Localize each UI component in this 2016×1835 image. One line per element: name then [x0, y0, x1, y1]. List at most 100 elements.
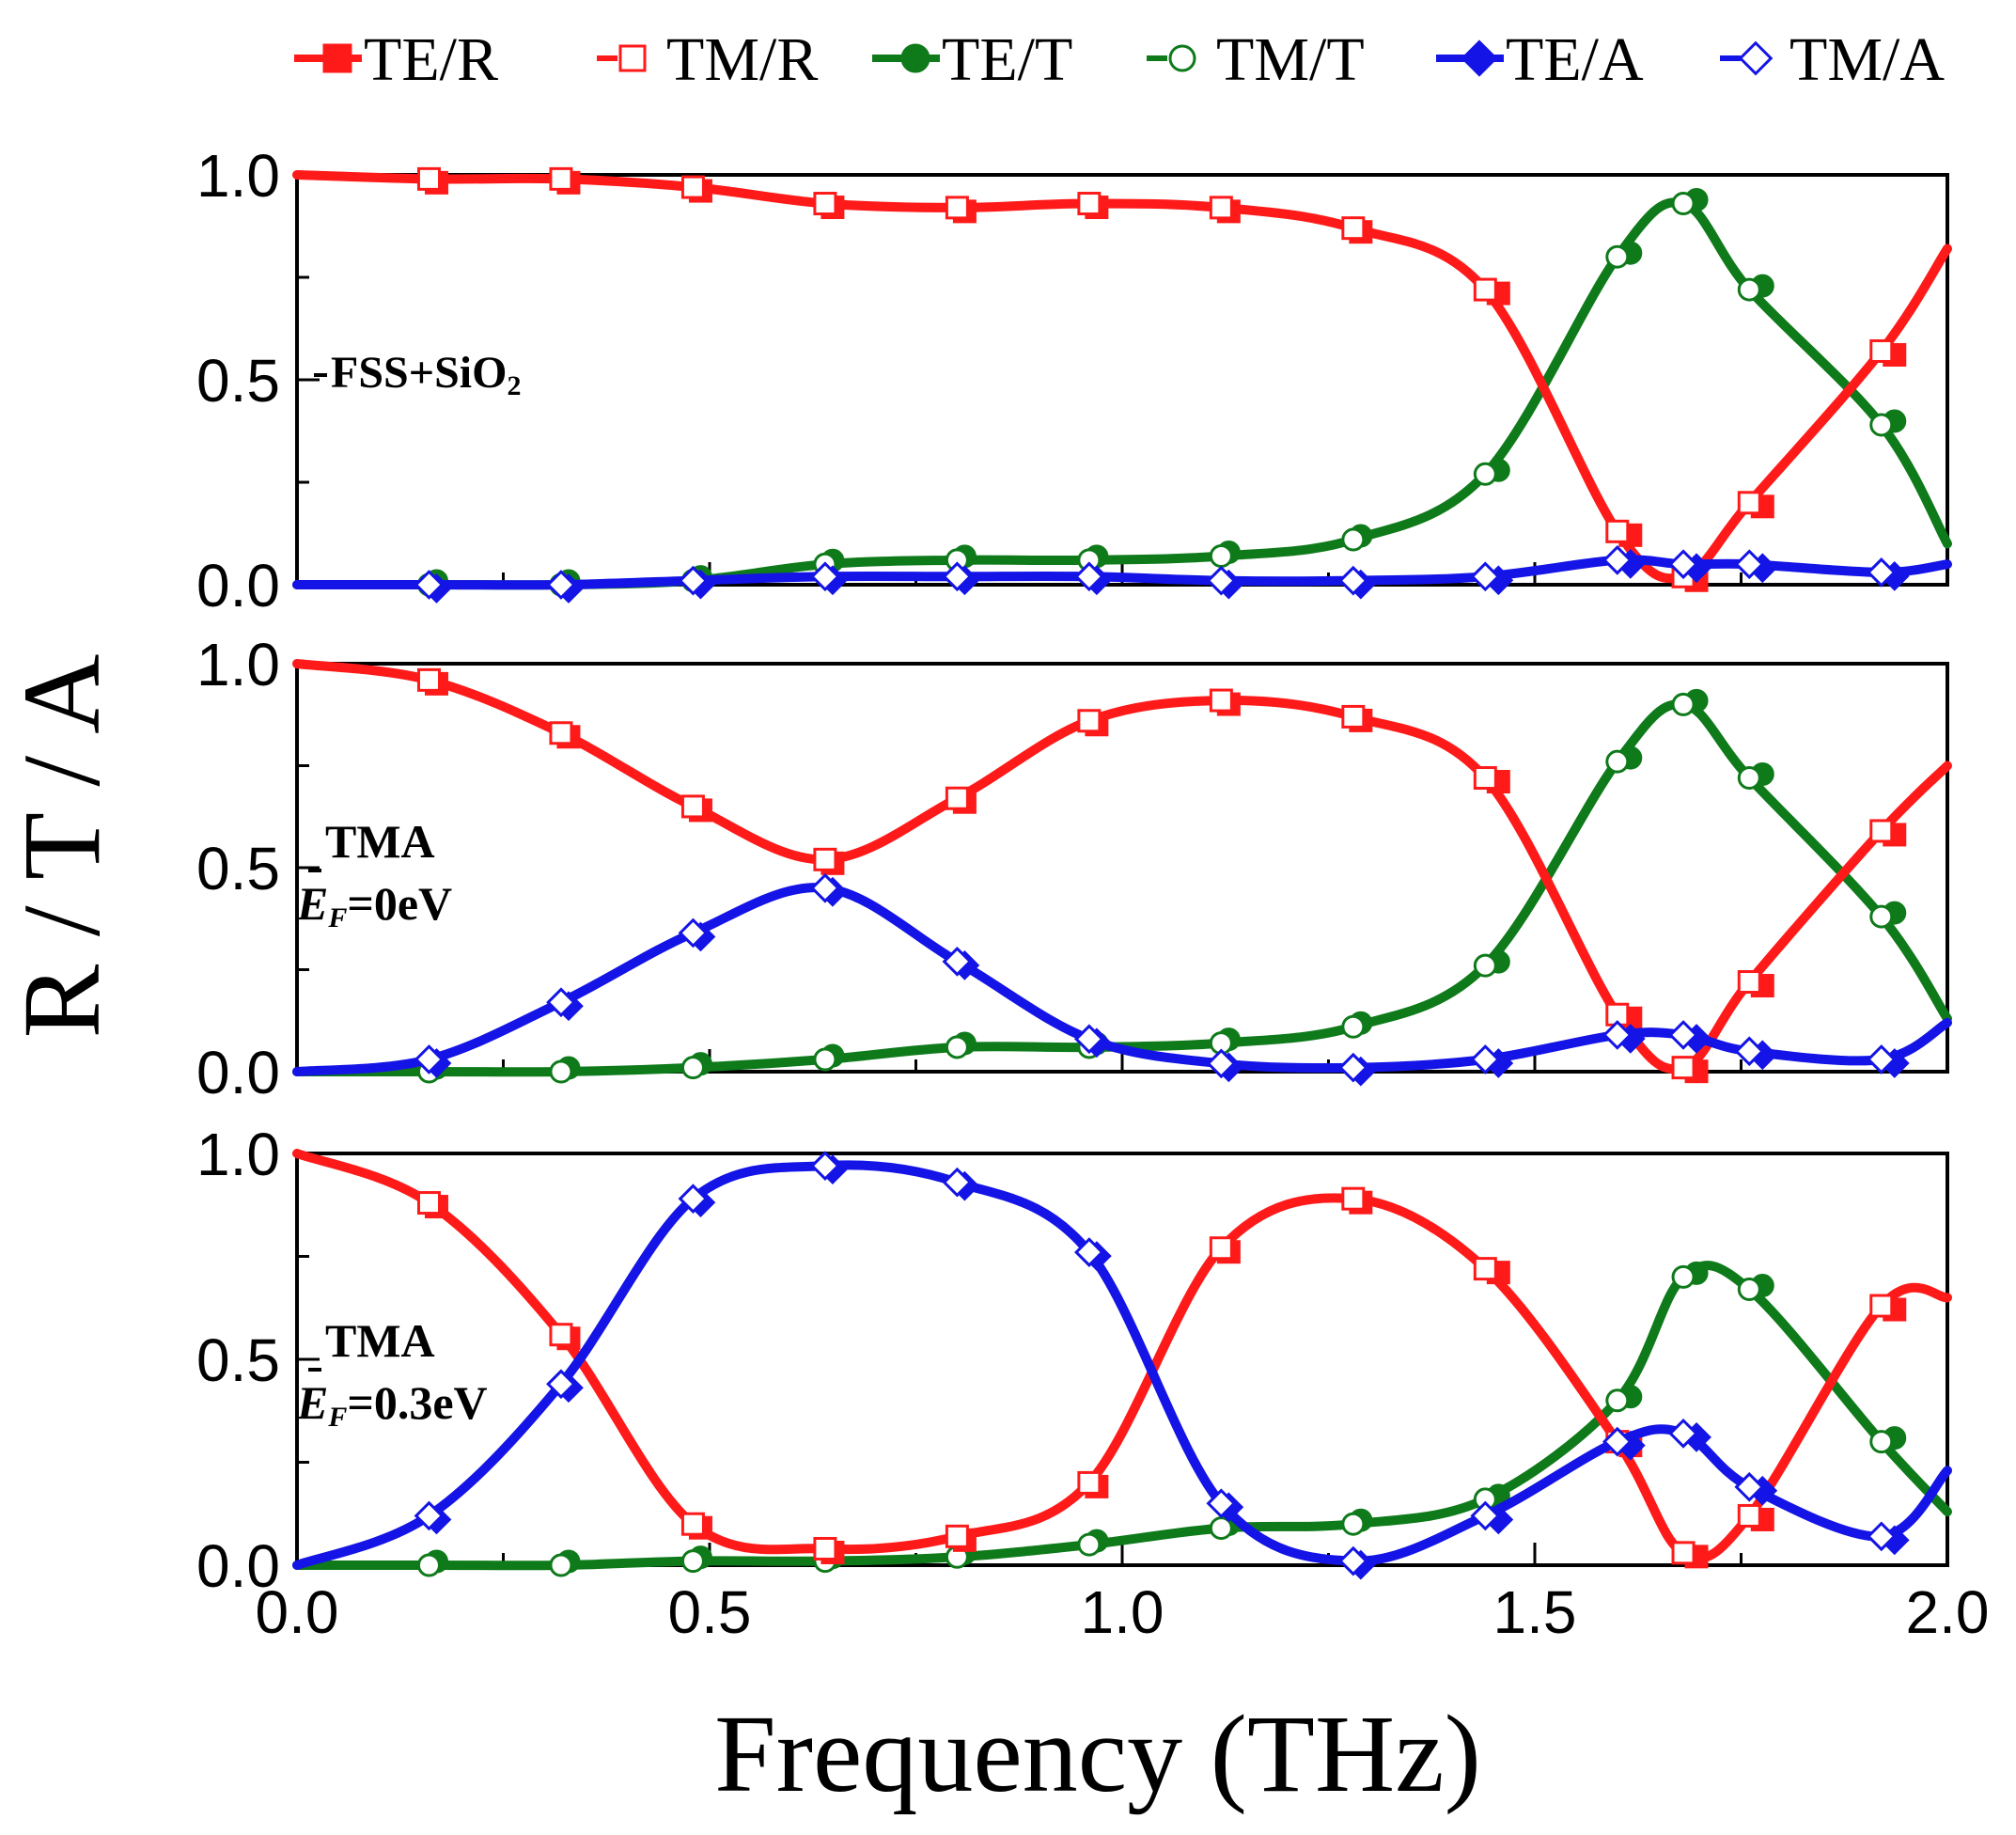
legend-label: TE/A: [1506, 25, 1644, 94]
series-t-curve: [292, 699, 1952, 1077]
tm-r-marker: [945, 786, 969, 810]
tm-r-marker: [416, 166, 441, 191]
x-axis-title: Frequency (THz): [714, 1692, 1481, 1815]
tm-t-marker: [1077, 1532, 1102, 1557]
tm-t-marker: [549, 1059, 573, 1084]
legend-item-te-t: TE/T: [872, 25, 1072, 94]
tm-r-marker: [945, 1524, 969, 1548]
tm-a-marker: [678, 1184, 709, 1215]
legend-label: TM/T: [1216, 25, 1365, 94]
tm-a-marker: [1074, 561, 1104, 592]
tm-a-marker: [1337, 565, 1368, 596]
y-tick-label: 0.5: [196, 347, 280, 415]
tm-a-marker: [414, 1500, 445, 1531]
series-r-curve: [292, 1149, 1952, 1563]
tm-t-marker: [1209, 543, 1233, 568]
tm-t-marker: [1341, 527, 1366, 552]
tm-t-marker: [1869, 413, 1894, 437]
panels: 0.00.51.0FSS+SiO20.00.51.0TMAEF=0eV0.00.…: [196, 142, 1989, 1646]
x-tick-label: 1.5: [1493, 1578, 1577, 1646]
plot-frame: [295, 1152, 1949, 1567]
tm-r-marker: [1341, 1186, 1366, 1211]
tm-r-marker: [1671, 1541, 1696, 1565]
tm-t-marker: [680, 1549, 705, 1574]
legend-marker: [1168, 44, 1196, 72]
series-t-curve: [292, 197, 1952, 590]
legend-item-te-r: TE/R: [294, 25, 498, 94]
tm-t-marker: [813, 1047, 837, 1072]
tm-r-marker: [1077, 192, 1102, 216]
tm-a-marker: [1470, 1044, 1501, 1074]
tm-a-marker: [1074, 1024, 1104, 1055]
legend-label: TE/T: [942, 25, 1072, 94]
legend-marker: [618, 44, 647, 72]
tm-a-marker: [1866, 1521, 1897, 1552]
tm-r-marker: [1077, 1470, 1102, 1495]
y-tick-label: 0.0: [196, 1039, 280, 1106]
tm-t-marker: [1473, 953, 1497, 978]
y-axis-title: R / T / A: [0, 654, 123, 1039]
tm-a-marker: [678, 565, 709, 596]
tm-t-marker: [1869, 904, 1894, 929]
tm-r-marker: [1341, 216, 1366, 241]
x-tick-label: 2.0: [1906, 1578, 1990, 1646]
x-tick-label: 0.0: [256, 1578, 339, 1646]
tm-r-marker: [813, 192, 837, 216]
tm-r-marker: [680, 794, 705, 819]
tm-r-marker: [1737, 970, 1761, 995]
tm-a-marker: [1734, 1471, 1765, 1502]
annotation-subscript: F: [327, 1402, 347, 1433]
tm-a-marker: [810, 872, 840, 903]
tm-a-marker: [1470, 1500, 1501, 1531]
tm-t-marker: [680, 1056, 705, 1080]
panel-annotation: FSS+SiO2: [331, 348, 521, 401]
tm-r-marker: [680, 1512, 705, 1536]
legend-item-tm-a: TM/A: [1720, 25, 1945, 94]
tm-r-marker: [1869, 819, 1894, 843]
tm-r-marker: [1473, 766, 1497, 791]
tm-a-marker: [414, 1044, 445, 1074]
tm-r-marker: [680, 175, 705, 199]
y-tick-label: 1.0: [196, 631, 280, 698]
tm-t-marker: [1605, 749, 1630, 774]
panel-annotation-value: EF=0.3eV: [296, 1376, 488, 1433]
y-tick-label: 0.0: [196, 1532, 280, 1600]
annotation-symbol: E: [296, 877, 328, 930]
tm-r-marker: [813, 1536, 837, 1561]
y-tick-label: 0.5: [196, 835, 280, 902]
tm-t-marker: [945, 1035, 969, 1059]
legend-item-tm-r: TM/R: [597, 25, 818, 94]
tm-a-marker: [1668, 1020, 1698, 1050]
tm-r-marker: [945, 196, 969, 220]
tm-a-marker: [810, 1151, 840, 1182]
tm-a-marker: [1074, 1237, 1104, 1267]
tm-r-marker: [1473, 277, 1497, 302]
tm-a-marker: [1206, 565, 1237, 596]
tm-a-marker: [1206, 1048, 1237, 1079]
series-a-curve: [292, 1160, 1952, 1570]
tm-a-marker: [1602, 544, 1633, 575]
tm-r-marker: [549, 721, 573, 745]
tm-a-marker: [942, 1167, 973, 1198]
legend-item-te-a: TE/A: [1436, 25, 1644, 94]
tm-a-marker: [1337, 1052, 1368, 1083]
tm-a-marker: [1602, 1426, 1633, 1457]
legend-marker: [900, 43, 930, 73]
legend-item-tm-t: TM/T: [1147, 25, 1365, 94]
tm-a-marker: [1866, 557, 1897, 588]
y-tick-label: 1.0: [196, 1121, 280, 1188]
tm-t-marker: [1737, 1278, 1761, 1302]
y-tick-label: 1.0: [196, 142, 280, 210]
x-tick-label: 1.0: [1081, 1578, 1164, 1646]
annotation-rest: =0eV: [347, 877, 452, 930]
legend-marker: [322, 43, 352, 73]
y-tick-label: 0.0: [196, 552, 280, 620]
series-a-curve: [292, 555, 1952, 590]
tm-t-marker: [1737, 277, 1761, 302]
tm-t-marker: [1671, 1264, 1696, 1289]
annotation-subscript: 2: [507, 370, 521, 401]
legend-marker: [1461, 39, 1498, 77]
tm-r-marker: [1341, 704, 1366, 729]
panel-2: 0.0 0.5 1.0 TMA EF=0eV: [196, 631, 1952, 1106]
